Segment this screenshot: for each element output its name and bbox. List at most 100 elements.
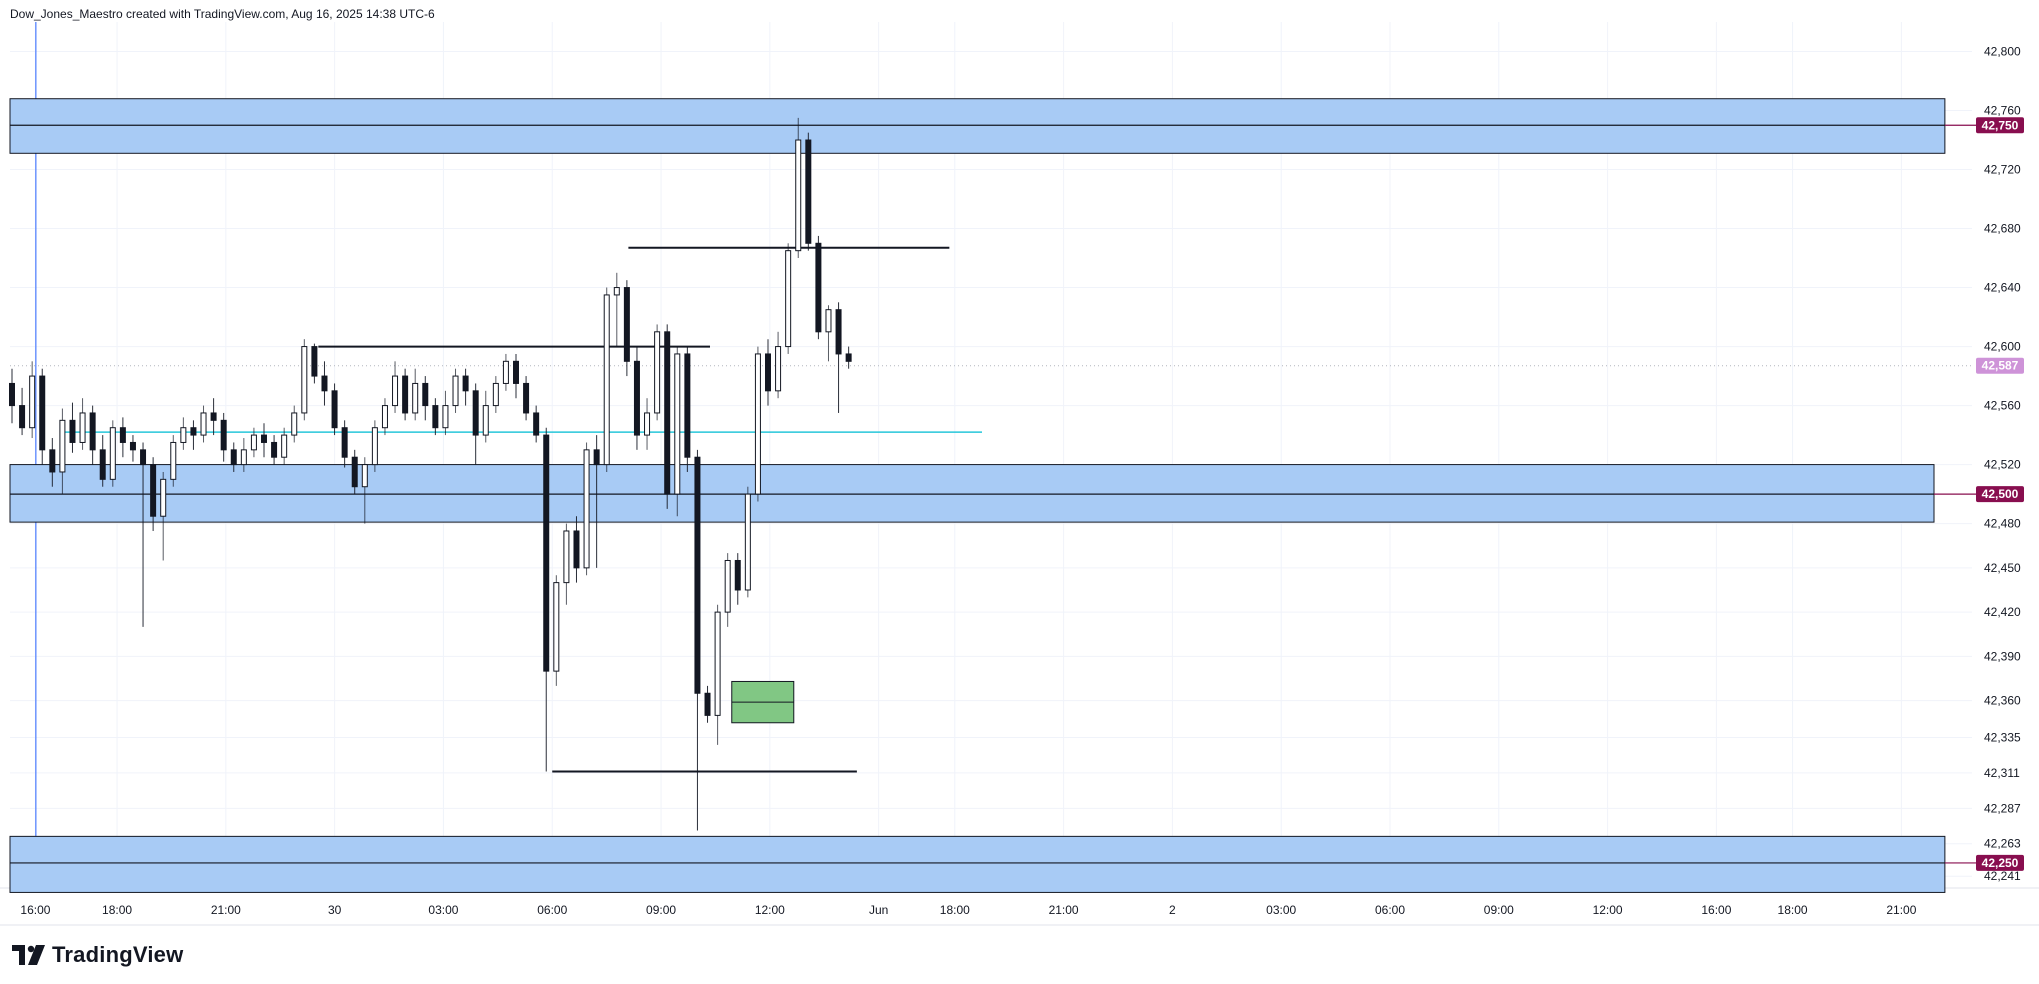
- candle-down: [765, 353, 771, 392]
- time-axis-label: Jun: [869, 903, 888, 917]
- time-axis-label: 16:00: [20, 903, 50, 917]
- candle-down: [432, 405, 439, 429]
- price-tag-label: 42,587: [1982, 359, 2019, 373]
- time-axis-label: 18:00: [940, 903, 970, 917]
- level-price-tag: [1976, 854, 2024, 871]
- candle-down: [119, 427, 126, 443]
- candle-down: [140, 449, 147, 466]
- candle-down: [190, 427, 197, 436]
- candle-down: [402, 375, 409, 414]
- candle-up: [170, 441, 177, 480]
- candle-up: [563, 530, 570, 584]
- candle-down: [593, 449, 600, 466]
- candle-down: [9, 382, 15, 407]
- candle-down: [39, 375, 46, 451]
- time-axis-label: 21:00: [1049, 903, 1079, 917]
- time-axis-label: 21:00: [211, 903, 241, 917]
- candle-down: [835, 309, 842, 355]
- candle-down: [694, 456, 701, 694]
- time-axis-label: 09:00: [646, 903, 676, 917]
- price-axis-label: 42,720: [1984, 163, 2021, 177]
- candles: [9, 117, 852, 831]
- time-axis-label: 16:00: [1701, 903, 1731, 917]
- candle-up: [654, 331, 661, 414]
- price-axis-label: 42,760: [1984, 104, 2021, 118]
- time-axis-label: 21:00: [1886, 903, 1916, 917]
- candle-down: [331, 390, 338, 429]
- candle-down: [623, 287, 630, 362]
- supply-demand-zone: [9, 98, 1946, 154]
- tradingview-logo[interactable]: TradingView: [12, 940, 183, 970]
- price-axis-label: 42,390: [1984, 649, 2021, 663]
- time-axis-label: 12:00: [1593, 903, 1623, 917]
- level-price-tag: [1976, 117, 2024, 134]
- time-axis-label: 12:00: [755, 903, 785, 917]
- price-axis-label: 42,263: [1984, 837, 2021, 851]
- candle-down: [49, 449, 56, 473]
- candle-up: [482, 405, 489, 436]
- candle-down: [422, 382, 429, 407]
- candle-up: [79, 412, 86, 443]
- candle-up: [291, 412, 298, 436]
- candle-up: [603, 294, 610, 466]
- candle-up: [412, 382, 419, 414]
- price-axis-label: 42,640: [1984, 281, 2021, 295]
- candle-down: [734, 559, 741, 591]
- level-price-tag: [1976, 486, 2024, 503]
- candle-up: [502, 360, 509, 384]
- candle-down: [805, 139, 812, 244]
- candle-down: [664, 331, 671, 495]
- candle-down: [210, 412, 217, 421]
- candle-up: [785, 250, 792, 348]
- candle-up: [240, 449, 247, 466]
- zones: [9, 98, 1980, 893]
- candle-up: [775, 346, 782, 392]
- candle-up: [744, 493, 751, 591]
- time-axis-label: 09:00: [1484, 903, 1514, 917]
- time-axis-label: 03:00: [428, 903, 458, 917]
- candle-down: [341, 427, 348, 458]
- candle-down: [815, 242, 822, 333]
- candle-up: [754, 353, 761, 495]
- candle-up: [381, 405, 388, 429]
- candle-up: [613, 287, 620, 296]
- time-axis[interactable]: 16:00 18:00 21:00 30 03:00 06:00 09:00 12:00 Jun…: [20, 903, 1916, 917]
- current-price-tag: [1976, 357, 2024, 374]
- candle-down: [462, 375, 469, 392]
- candle-down: [704, 692, 711, 716]
- tradingview-logo-icon: [12, 945, 45, 965]
- candle-down: [271, 441, 278, 458]
- price-axis-label: 42,520: [1984, 458, 2021, 472]
- candle-down: [99, 449, 106, 480]
- candle-up: [583, 449, 590, 569]
- candle-up: [442, 405, 449, 429]
- candle-down: [220, 419, 227, 451]
- candle-up: [371, 427, 378, 466]
- price-tags: 42,750 42,500 42,250 42,587: [1976, 117, 2024, 871]
- candle-down: [573, 530, 580, 569]
- candle-down: [533, 412, 540, 436]
- time-axis-label: 18:00: [1778, 903, 1808, 917]
- price-axis-label: 42,560: [1984, 399, 2021, 413]
- time-axis-label: 30: [328, 903, 342, 917]
- candle-down: [351, 456, 358, 488]
- candle-down: [321, 375, 328, 392]
- time-axis-label: 2: [1169, 903, 1176, 917]
- candle-down: [472, 390, 479, 436]
- candle-down: [684, 353, 691, 458]
- candle-up: [200, 412, 207, 436]
- price-axis-label: 42,360: [1984, 694, 2021, 708]
- price-axis-label: 42,311: [1984, 766, 2020, 780]
- price-axis[interactable]: 42,800 42,760 42,720 42,680 42,640 42,600 42,5…: [1984, 45, 2021, 884]
- candle-up: [301, 346, 308, 414]
- candle-up: [714, 611, 721, 716]
- price-axis-label: 42,450: [1984, 561, 2021, 575]
- price-axis-label: 42,600: [1984, 340, 2021, 354]
- price-tag-label: 42,500: [1982, 487, 2019, 501]
- candle-down: [230, 449, 237, 466]
- candle-down: [129, 441, 136, 451]
- time-axis-label: 06:00: [537, 903, 567, 917]
- price-axis-label: 42,335: [1984, 731, 2021, 745]
- candle-up: [109, 427, 116, 480]
